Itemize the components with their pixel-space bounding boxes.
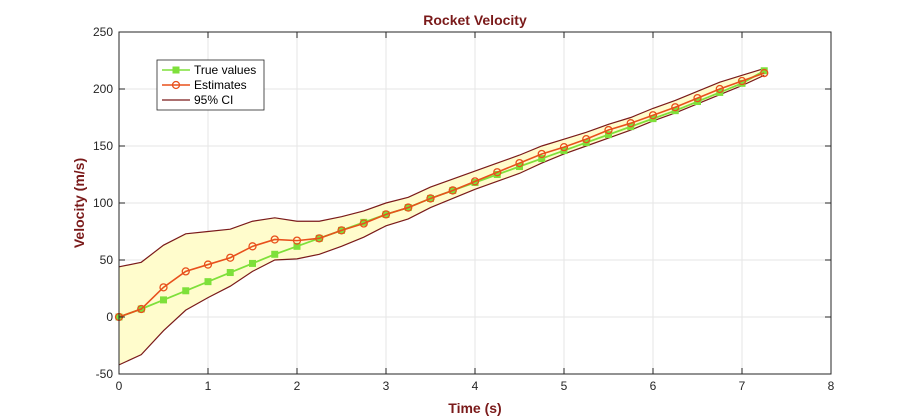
x-tick-label: 7	[739, 379, 746, 393]
estimates-point	[760, 68, 769, 78]
y-tick-label: 150	[93, 139, 113, 153]
y-tick-label: 100	[93, 196, 113, 210]
estimates-point	[226, 253, 235, 262]
estimates-point	[137, 304, 146, 314]
x-tick-label: 8	[828, 379, 835, 393]
true-values-point	[538, 155, 546, 163]
estimates-point	[559, 142, 569, 152]
estimates-point	[159, 283, 168, 292]
x-tick-label: 0	[116, 379, 123, 393]
legend-label-true-values: True values	[194, 63, 256, 77]
true-values-point	[271, 250, 279, 258]
estimates-point	[381, 210, 391, 219]
estimates-point	[715, 84, 724, 94]
legend-entry-ci: 95% CI	[162, 93, 233, 107]
estimates-point	[582, 135, 591, 144]
estimates-point	[181, 267, 190, 276]
y-tick-label: 0	[106, 310, 113, 324]
estimates-point	[693, 93, 702, 103]
estimates-point	[203, 260, 213, 269]
legend: True values Estimates 95% CI	[156, 59, 265, 111]
y-tick-label: 250	[93, 25, 113, 39]
y-tick-label: 200	[93, 82, 113, 96]
estimates-point	[470, 177, 480, 186]
estimates-point	[337, 226, 346, 235]
estimates-point	[270, 235, 279, 244]
estimates-point	[626, 119, 635, 128]
legend-label-ci: 95% CI	[194, 93, 233, 107]
estimates-point	[359, 219, 368, 228]
y-tick-label: 50	[100, 253, 114, 267]
true-values-point	[605, 131, 612, 139]
true-values-point	[293, 242, 301, 250]
estimates-point	[515, 158, 524, 168]
legend-entry-estimates: Estimates	[162, 78, 247, 92]
legend-marker-circle-icon	[171, 80, 181, 90]
chart-title: Rocket Velocity	[423, 12, 527, 28]
legend-label-estimates: Estimates	[194, 78, 247, 92]
estimates-point	[315, 234, 324, 243]
estimates-point	[426, 194, 435, 203]
legend-marker-square-icon	[172, 66, 180, 74]
true-values-point	[204, 278, 212, 286]
estimates-point	[448, 186, 457, 195]
estimates-point	[671, 103, 680, 112]
x-tick-label: 3	[383, 379, 390, 393]
x-axis-ticks: 0 1 2 3 4 5 6 7 8	[116, 32, 835, 393]
y-axis-ticks: -50 0 50 100 150 200 250	[93, 25, 831, 381]
estimates-point	[493, 168, 502, 177]
x-axis-title: Time (s)	[448, 400, 501, 416]
estimates-point	[537, 149, 546, 159]
x-tick-label: 4	[472, 379, 479, 393]
estimates-point	[248, 242, 257, 251]
legend-entry-true-values: True values	[162, 63, 256, 77]
x-tick-label: 6	[650, 379, 657, 393]
y-tick-label: -50	[96, 367, 114, 381]
y-axis-title: Velocity (m/s)	[71, 158, 87, 248]
true-values-point	[226, 269, 234, 277]
x-tick-label: 5	[561, 379, 568, 393]
estimates-point	[292, 236, 302, 245]
ci-lower-line	[118, 74, 765, 366]
estimates-point	[604, 125, 613, 135]
estimates-point	[648, 111, 658, 120]
true-values-point	[182, 287, 190, 295]
true-values-point	[160, 296, 167, 304]
ci-upper-line	[118, 67, 765, 268]
estimates-point	[737, 76, 747, 86]
true-values-point	[249, 259, 256, 267]
estimates-point	[404, 203, 413, 212]
x-tick-label: 1	[205, 379, 212, 393]
x-tick-label: 2	[294, 379, 301, 393]
